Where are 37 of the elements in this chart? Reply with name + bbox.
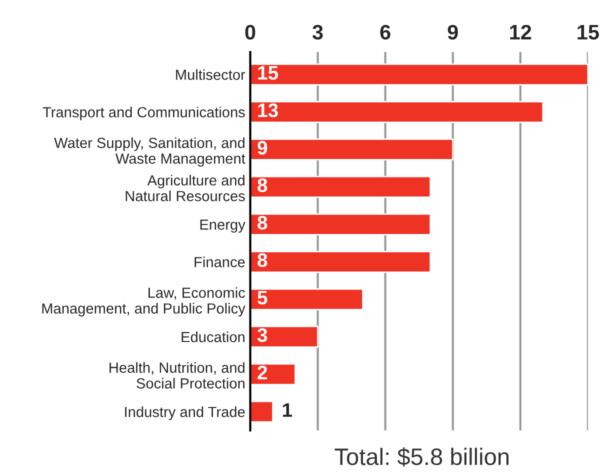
data-label: 15 xyxy=(258,66,278,80)
data-label: 9 xyxy=(258,140,268,155)
text: Total: $5.8 billion xyxy=(334,447,509,467)
data-label: 8 xyxy=(258,178,268,192)
data-label: 2 xyxy=(258,366,268,380)
x-tick-label: 6 xyxy=(380,24,390,40)
bar xyxy=(250,326,318,348)
bar xyxy=(250,64,588,86)
bar xyxy=(250,213,432,236)
x-tick-label: 15 xyxy=(578,25,599,40)
y-tick-label: Transport and Communications xyxy=(42,106,245,120)
x-tick-label: 12 xyxy=(510,24,532,40)
data-label: 3 xyxy=(257,328,268,342)
bar xyxy=(250,400,274,423)
bar xyxy=(250,250,432,273)
bar xyxy=(250,100,544,123)
bar xyxy=(250,288,364,310)
y-tick-label: Multisector xyxy=(176,69,246,80)
x-tick-label: 9 xyxy=(448,24,458,40)
y-tick-label: Health, Nutrition, and Social Protection xyxy=(110,362,244,389)
y-tick-label: Water Supply, Sanitation, and Waste Management xyxy=(54,137,246,167)
bar xyxy=(250,363,296,386)
data-label: 1 xyxy=(282,403,292,417)
y-tick-label: Agriculture and Natural Resources xyxy=(126,174,245,202)
bar xyxy=(250,138,454,160)
data-label: 13 xyxy=(258,103,278,118)
data-label: 5 xyxy=(258,290,268,305)
x-tick-label: 3 xyxy=(312,24,323,40)
data-label: 8 xyxy=(258,253,268,268)
y-tick-label: Energy xyxy=(200,220,246,233)
data-label: 8 xyxy=(258,216,268,230)
y-tick-label: Education xyxy=(182,331,244,342)
y-tick-label: Finance xyxy=(194,256,245,268)
y-tick-label: Industry and Trade xyxy=(125,406,245,420)
bar xyxy=(250,176,432,198)
x-tick-label: 0 xyxy=(245,24,256,40)
y-tick-label: Law, Economic Management, and Public Policy xyxy=(42,287,246,317)
